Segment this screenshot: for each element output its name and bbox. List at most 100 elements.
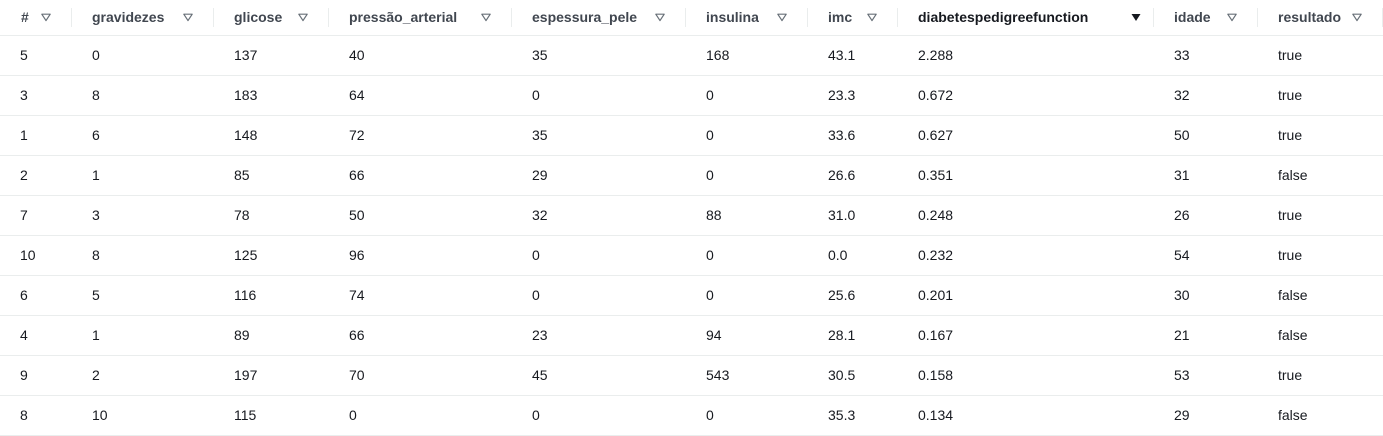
column-header-label: pressão_arterial <box>349 9 458 26</box>
table-cell: 30 <box>1154 275 1258 316</box>
table-cell: 28.1 <box>808 315 898 356</box>
table-cell: 35.3 <box>808 395 898 436</box>
column-header-idade[interactable]: idade <box>1154 0 1258 36</box>
table-cell: 0 <box>329 395 512 436</box>
column-header-diabetespedigreefunction[interactable]: diabetespedigreefunction <box>898 0 1154 36</box>
column-header-glicose[interactable]: glicose <box>214 0 329 36</box>
table-cell: 0.134 <box>898 395 1154 436</box>
table-cell: 1 <box>0 115 72 156</box>
table-cell: 3 <box>0 75 72 116</box>
table-body: 5 0 137 40 35 168 43.1 2.288 33 true 3 8 183 64 0 0 23.3… <box>0 35 1383 436</box>
table-row: 2 1 85 66 29 0 26.6 0.351 31 false <box>0 155 1383 196</box>
column-resize-handle[interactable] <box>1153 8 1154 27</box>
column-resize-handle[interactable] <box>897 8 898 27</box>
column-header-insulina[interactable]: insulina <box>686 0 808 36</box>
column-header-label: gravidezes <box>92 9 165 26</box>
table-cell: 0 <box>72 35 214 76</box>
table-cell: 6 <box>0 275 72 316</box>
table-cell: false <box>1258 395 1383 436</box>
filter-icon[interactable] <box>654 11 666 23</box>
table-cell: 0 <box>686 235 808 276</box>
table-cell: 26 <box>1154 195 1258 236</box>
sort-descending-icon[interactable] <box>1130 11 1142 23</box>
table-cell: 0 <box>512 275 686 316</box>
table-cell: 2 <box>72 355 214 396</box>
table-cell: 66 <box>329 315 512 356</box>
filter-icon[interactable] <box>182 11 194 23</box>
table-cell: 23 <box>512 315 686 356</box>
column-resize-handle[interactable] <box>1257 8 1258 27</box>
table-cell: true <box>1258 195 1383 236</box>
table-cell: true <box>1258 355 1383 396</box>
table-cell: 89 <box>214 315 329 356</box>
column-resize-handle[interactable] <box>328 8 329 27</box>
table-cell: 148 <box>214 115 329 156</box>
filter-icon[interactable] <box>480 11 492 23</box>
column-header-espessura-pele[interactable]: espessura_pele <box>512 0 686 36</box>
table-cell: 8 <box>72 75 214 116</box>
column-header-label: diabetespedigreefunction <box>918 9 1089 26</box>
table-cell: false <box>1258 155 1383 196</box>
table-cell: 0 <box>686 275 808 316</box>
table-cell: 0.232 <box>898 235 1154 276</box>
column-resize-handle[interactable] <box>511 8 512 27</box>
table-cell: 0.167 <box>898 315 1154 356</box>
table-cell: 115 <box>214 395 329 436</box>
column-resize-handle[interactable] <box>71 8 72 27</box>
table-cell: 53 <box>1154 355 1258 396</box>
table-row: 1 6 148 72 35 0 33.6 0.627 50 true <box>0 115 1383 156</box>
table-cell: 116 <box>214 275 329 316</box>
table-row: 5 0 137 40 35 168 43.1 2.288 33 true <box>0 35 1383 76</box>
table-cell: 8 <box>0 395 72 436</box>
column-header-index[interactable]: # <box>0 0 72 36</box>
column-header-press-o-arterial[interactable]: pressão_arterial <box>329 0 512 36</box>
table-row: 7 3 78 50 32 88 31.0 0.248 26 true <box>0 195 1383 236</box>
column-header-label: idade <box>1174 9 1211 26</box>
filter-icon[interactable] <box>866 11 878 23</box>
column-resize-handle[interactable] <box>213 8 214 27</box>
filter-icon[interactable] <box>297 11 309 23</box>
table-cell: 0.0 <box>808 235 898 276</box>
filter-icon[interactable] <box>1351 11 1363 23</box>
table-cell: 50 <box>329 195 512 236</box>
table-cell: 197 <box>214 355 329 396</box>
table-cell: 3 <box>72 195 214 236</box>
table-cell: 50 <box>1154 115 1258 156</box>
filter-icon[interactable] <box>776 11 788 23</box>
table-cell: 35 <box>512 115 686 156</box>
table-cell: 88 <box>686 195 808 236</box>
filter-icon[interactable] <box>1226 11 1238 23</box>
table-cell: 0.248 <box>898 195 1154 236</box>
column-header-label: espessura_pele <box>532 9 638 26</box>
table-cell: 33.6 <box>808 115 898 156</box>
column-header-gravidezes[interactable]: gravidezes <box>72 0 214 36</box>
column-resize-handle[interactable] <box>685 8 686 27</box>
table-cell: 0.627 <box>898 115 1154 156</box>
table-cell: 78 <box>214 195 329 236</box>
table-cell: 0 <box>686 115 808 156</box>
table-cell: 2.288 <box>898 35 1154 76</box>
table-cell: true <box>1258 115 1383 156</box>
table-cell: 125 <box>214 235 329 276</box>
table-cell: 5 <box>0 35 72 76</box>
column-header-label: glicose <box>234 9 283 26</box>
table-cell: 29 <box>512 155 686 196</box>
table-header-row: # gravidezes glicose pressão_arterial espess… <box>0 0 1383 36</box>
table-cell: 43.1 <box>808 35 898 76</box>
table-cell: 0 <box>512 235 686 276</box>
column-header-imc[interactable]: imc <box>808 0 898 36</box>
column-resize-handle[interactable] <box>807 8 808 27</box>
table-cell: 0 <box>686 155 808 196</box>
column-header-resultado[interactable]: resultado <box>1258 0 1383 36</box>
table-row: 8 10 115 0 0 0 35.3 0.134 29 false <box>0 395 1383 436</box>
column-header-label: resultado <box>1278 9 1342 26</box>
table-cell: 31 <box>1154 155 1258 196</box>
table-cell: true <box>1258 35 1383 76</box>
table-cell: 8 <box>72 235 214 276</box>
table-cell: true <box>1258 75 1383 116</box>
table-cell: false <box>1258 315 1383 356</box>
filter-icon[interactable] <box>40 11 52 23</box>
table-cell: 7 <box>0 195 72 236</box>
table-cell: 0 <box>686 395 808 436</box>
